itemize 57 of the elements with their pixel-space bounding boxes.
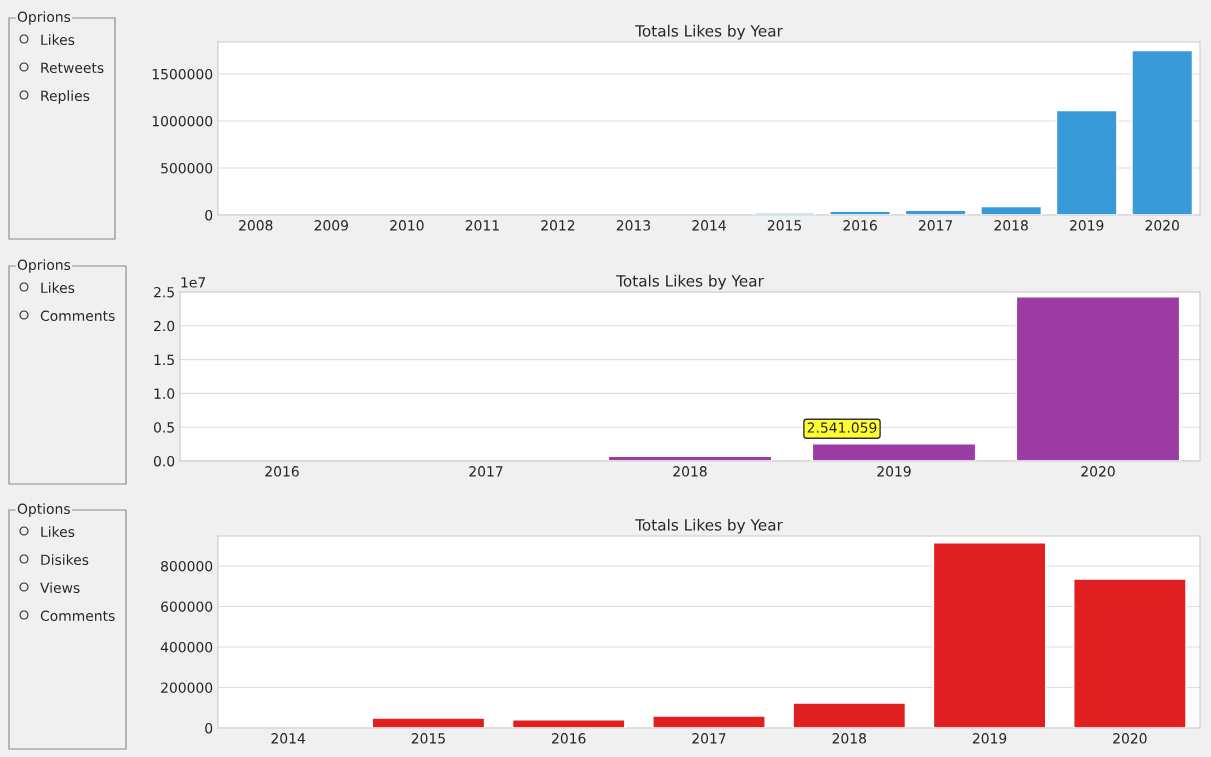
x-tick-label: 2019 <box>877 466 911 477</box>
chart-title: Totals Likes by Year <box>616 274 764 290</box>
x-tick-label: 2020 <box>1081 466 1115 477</box>
y-tick-label: 0 <box>205 209 213 221</box>
x-tick-label: 2011 <box>465 220 499 231</box>
x-tick-label: 2018 <box>673 466 707 477</box>
x-tick-label: 2017 <box>469 466 503 477</box>
x-tick-label: 2009 <box>314 220 348 231</box>
y-tick-label: 200000 <box>161 682 213 693</box>
y-tick-label: 400000 <box>160 641 213 653</box>
text: Oprions <box>17 11 71 25</box>
text: Disikes <box>41 554 89 566</box>
x-tick-label: 2016 <box>843 220 877 231</box>
x-tick-label: 2016 <box>552 733 586 744</box>
text: Likes <box>41 526 75 538</box>
text: 1e7 <box>181 277 206 288</box>
text: Options <box>17 503 70 517</box>
x-tick-label: 2017 <box>692 733 726 744</box>
y-tick-label: 800000 <box>161 560 213 572</box>
x-tick-label: 2017 <box>918 220 953 231</box>
text: Views <box>40 582 80 594</box>
x-tick-label: 2019 <box>972 733 1007 744</box>
x-tick-label: 2014 <box>271 733 306 744</box>
x-tick-label: 2014 <box>692 220 726 231</box>
y-tick-label: 2.5 <box>154 286 174 298</box>
x-tick-label: 2018 <box>994 220 1028 231</box>
x-tick-label: 2018 <box>832 733 867 744</box>
y-tick-label: 600000 <box>161 601 213 612</box>
x-tick-label: 2008 <box>239 220 273 231</box>
y-tick-label: 0 <box>205 722 213 734</box>
x-tick-label: 2015 <box>411 733 445 744</box>
x-tick-label: 2015 <box>767 220 801 231</box>
text: Comments <box>40 610 115 622</box>
y-tick-label: 0.5 <box>153 422 174 433</box>
text: Oprions <box>17 259 71 273</box>
x-tick-label: 2019 <box>1070 220 1104 231</box>
text: Replies <box>41 90 90 104</box>
text: Likes <box>41 34 75 46</box>
x-tick-label: 2013 <box>616 220 651 231</box>
annotation: 2.541.059 <box>807 422 877 433</box>
x-tick-label: 2020 <box>1113 733 1147 744</box>
text: Likes <box>41 282 75 294</box>
y-tick-label: 1000000 <box>152 115 213 127</box>
text: Comments <box>40 310 115 322</box>
y-tick-label: 1.5 <box>154 354 174 366</box>
y-tick-label: 500000 <box>161 162 213 174</box>
x-tick-label: 2012 <box>541 220 575 231</box>
chart-title: Totals Likes by Year <box>635 24 783 40</box>
x-tick-label: 2020 <box>1145 220 1179 231</box>
text: Retweets <box>41 62 104 74</box>
x-tick-label: 2010 <box>390 220 424 231</box>
y-tick-label: 1500000 <box>152 68 213 80</box>
y-tick-label: 2.0 <box>154 320 175 332</box>
chart-title: Totals Likes by Year <box>635 518 783 534</box>
x-tick-label: 2016 <box>265 466 299 477</box>
y-tick-label: 0.0 <box>153 455 175 467</box>
y-tick-label: 1.0 <box>154 388 175 399</box>
